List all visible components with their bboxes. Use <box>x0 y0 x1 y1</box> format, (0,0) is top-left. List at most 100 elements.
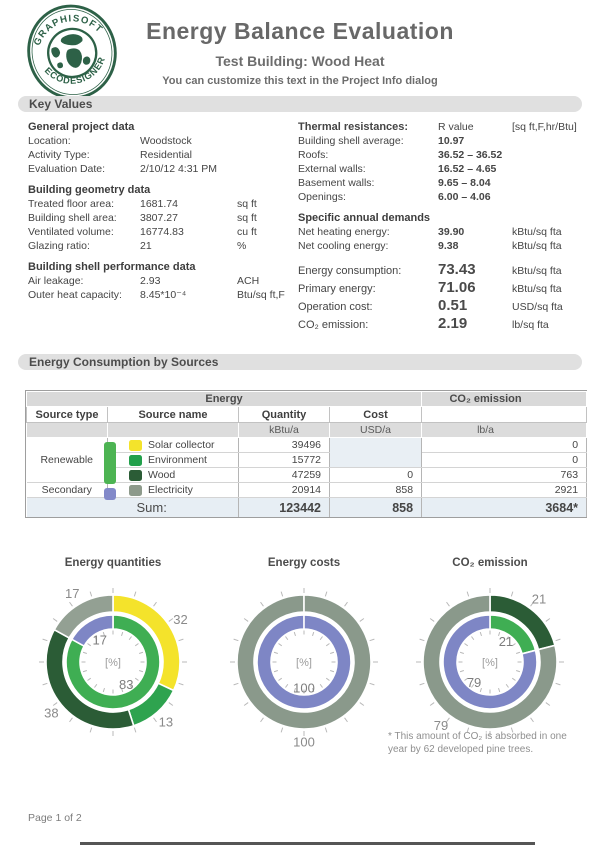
kv-label: External walls: <box>298 163 366 175</box>
kv-unit: % <box>237 240 247 252</box>
swatch-electricity <box>129 484 142 496</box>
thermal-heading: Thermal resistances: <box>298 121 409 133</box>
tick-mark <box>260 717 264 723</box>
page-number: Page 1 of 2 <box>28 812 82 824</box>
kv-label: Glazing ratio: <box>28 240 90 252</box>
tick-mark <box>419 682 425 686</box>
quantity-value: 20914 <box>238 482 330 498</box>
kv-label: Location: <box>28 135 71 147</box>
kv-label: Basement walls: <box>298 177 375 189</box>
group-heading: Building geometry data <box>28 184 151 196</box>
kv-value: 71.06 <box>438 279 476 296</box>
tick-mark <box>515 651 521 654</box>
tick-mark <box>128 636 132 641</box>
tick-mark <box>329 670 335 673</box>
donut-segment-electricity <box>422 594 558 730</box>
kv-summary-row: CO₂ emission: 2.19 lb/sq fta <box>298 316 588 333</box>
kv-label: Operation cost: <box>298 301 373 313</box>
kv-row: Building shell area: 3807.27 sq ft <box>28 211 290 225</box>
tick-mark <box>369 638 375 642</box>
tick-mark <box>545 618 551 622</box>
kv-row: Basement walls: 9.65 – 8.04 <box>298 176 588 190</box>
kv-label: Net heating energy: <box>298 226 390 238</box>
tick-mark <box>498 687 501 693</box>
source-name: Solar collector <box>148 439 215 451</box>
tick-mark <box>87 643 92 647</box>
tick-mark <box>233 638 239 642</box>
tick-mark <box>344 601 348 607</box>
customize-note: You can customize this text in the Proje… <box>162 75 438 87</box>
tick-mark <box>82 651 88 654</box>
kv-value: 0.51 <box>438 297 468 314</box>
donut-label: [%] <box>105 657 121 669</box>
tick-mark <box>510 727 514 733</box>
co2-value: 0 <box>421 452 588 468</box>
swatch-environment <box>129 454 142 466</box>
table-row: Wood 47259 0 763 <box>27 467 588 483</box>
kv-unit: Btu/sq ft,F <box>237 289 285 301</box>
kv-row: Building shell average: 10.97 <box>298 134 588 148</box>
co2-value: 2921 <box>421 482 588 498</box>
kv-label: Treated floor area: <box>28 198 114 210</box>
tick-mark <box>243 702 249 706</box>
donut-label: 79 <box>467 675 481 690</box>
tick-mark <box>102 631 105 637</box>
kv-value: Woodstock <box>140 135 192 147</box>
kv-value: 2/10/12 4:31 PM <box>140 163 218 175</box>
tick-mark <box>446 601 450 607</box>
logo-badge-icon: GRAPHISOFT ECODESIGNER <box>27 4 117 100</box>
kv-unit <box>237 148 290 162</box>
kv-value: 9.65 – 8.04 <box>438 177 491 189</box>
kv-label: Ventilated volume: <box>28 226 114 238</box>
group-heading: Specific annual demands <box>298 212 431 224</box>
kv-unit: kBtu/sq fta <box>512 265 562 277</box>
tick-mark <box>94 683 98 688</box>
donut-segment-renewable <box>65 614 161 710</box>
kv-value: 3807.27 <box>140 212 178 224</box>
quantity-value: 15772 <box>238 452 330 468</box>
kv-unit: kBtu/sq fta <box>512 283 562 295</box>
tick-mark <box>471 683 475 688</box>
tick-mark <box>324 591 328 597</box>
kv-unit: cu ft <box>237 226 257 238</box>
tick-mark <box>94 636 98 641</box>
tick-mark <box>359 702 365 706</box>
tick-mark <box>466 727 470 733</box>
column-group-energy: Energy <box>25 391 423 407</box>
tick-mark <box>168 702 174 706</box>
kv-row: Outer heat capacity: 8.45*10⁻⁴ Btu/sq ft,F <box>28 288 290 302</box>
tick-mark <box>293 687 296 693</box>
window-bottom-edge <box>80 842 535 845</box>
tick-mark <box>329 651 335 654</box>
kv-label: Openings: <box>298 191 346 203</box>
donut-label: 21 <box>532 591 546 606</box>
donut-label: 83 <box>119 677 133 692</box>
tick-mark <box>243 618 249 622</box>
kv-label: Air leakage: <box>28 275 84 287</box>
group-heading: Building shell performance data <box>28 261 196 273</box>
tick-mark <box>555 682 561 686</box>
kv-value: 39.90 <box>438 226 465 238</box>
kv-row: Net cooling energy: 9.38 kBtu/sq fta <box>298 239 588 253</box>
kv-value: Residential <box>140 149 192 161</box>
tick-mark <box>168 618 174 622</box>
kv-row: Treated floor area: 1681.74 sq ft <box>28 197 290 211</box>
cost-value: 858 <box>329 482 423 498</box>
tick-mark <box>505 683 509 688</box>
tick-mark <box>464 677 469 681</box>
tick-mark <box>293 631 296 637</box>
quantity-value: 47259 <box>238 467 330 483</box>
unit-quantity: kBtu/a <box>238 422 330 438</box>
tick-mark <box>359 618 365 622</box>
sum-quantity: 123442 <box>238 497 330 517</box>
kv-label: Roofs: <box>298 149 329 161</box>
kv-value: 2.19 <box>438 315 468 332</box>
tick-mark <box>325 643 330 647</box>
kv-label: Net cooling energy: <box>298 240 389 252</box>
tick-mark <box>511 677 516 681</box>
tick-mark <box>134 677 139 681</box>
donut-label: 32 <box>173 612 187 627</box>
swatch-wood <box>129 469 142 481</box>
tick-mark <box>153 601 157 607</box>
tick-mark <box>471 636 475 641</box>
